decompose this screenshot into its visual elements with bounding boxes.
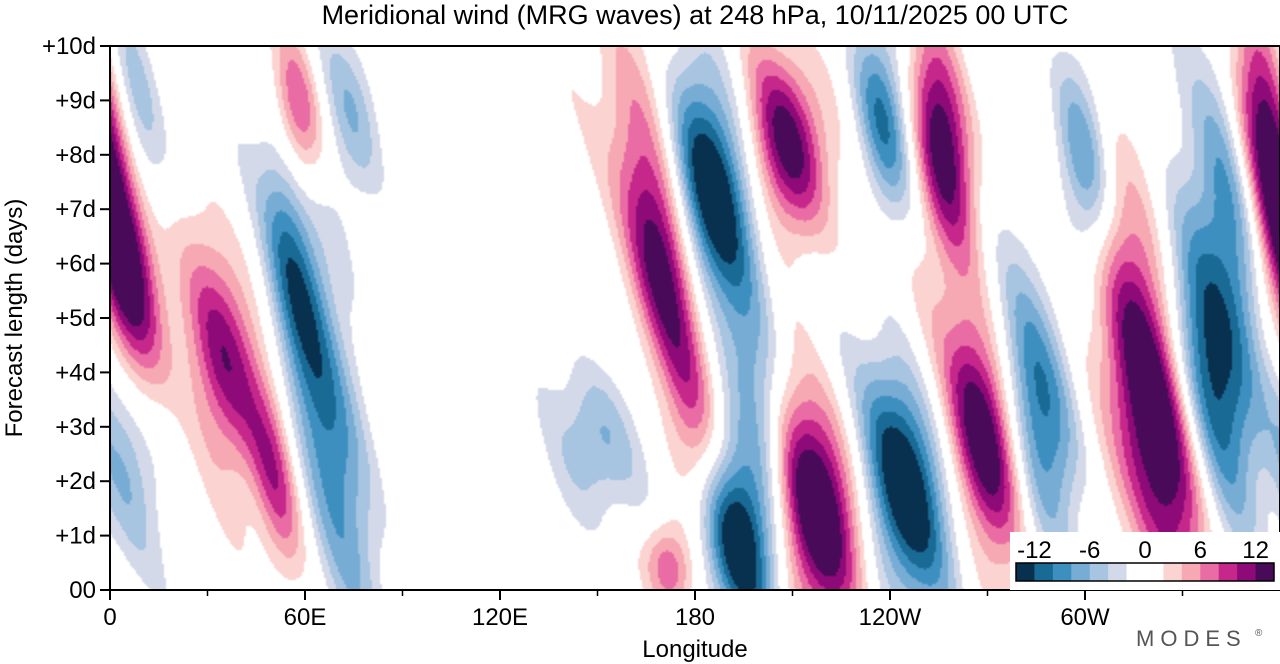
colorbar-swatch: [1218, 563, 1238, 581]
x-axis: 0 60E 120E 180 120W 60W: [103, 590, 1184, 631]
y-tick-label: +6d: [55, 251, 96, 278]
colorbar-swatch: [1071, 563, 1091, 581]
colorbar-swatch: [1255, 563, 1275, 581]
x-tick-label: 120W: [859, 604, 922, 631]
y-axis-label: Forecast length (days): [1, 199, 28, 438]
y-tick-label: +1d: [55, 523, 96, 550]
x-tick-label: 180: [675, 604, 715, 631]
colorbar-swatch: [1052, 563, 1072, 581]
colorbar-swatch: [1126, 563, 1146, 581]
chart-title: Meridional wind (MRG waves) at 248 hPa, …: [322, 0, 1069, 30]
colorbar-label: -6: [1079, 537, 1100, 564]
colorbar-frame: [1015, 562, 1275, 582]
y-tick-label: +4d: [55, 359, 96, 386]
modes-watermark: MODES: [1136, 626, 1247, 651]
plot-area: [110, 46, 1280, 590]
y-tick-label: +9d: [55, 87, 96, 114]
colorbar-legend: -12 -6 0 6 12: [1010, 532, 1280, 590]
y-tick-label: +10d: [42, 33, 96, 60]
colorbar-swatch: [1237, 563, 1257, 581]
colorbar-swatch: [1181, 563, 1201, 581]
colorbar-swatch: [1145, 563, 1164, 581]
y-tick-label: 00: [69, 577, 96, 604]
x-tick-label: 0: [103, 604, 116, 631]
y-tick-label: +3d: [55, 414, 96, 441]
colorbar-swatch: [1163, 563, 1183, 581]
registered-mark: ®: [1255, 628, 1263, 639]
colorbar-label: 12: [1242, 537, 1269, 564]
y-tick-label: +7d: [55, 196, 96, 223]
colorbar-label: 6: [1194, 537, 1207, 564]
heatmap-field: [110, 46, 1280, 590]
colorbar-swatch: [1108, 563, 1128, 581]
y-tick-label: +2d: [55, 468, 96, 495]
y-tick-label: +8d: [55, 142, 96, 169]
colorbar-swatch: [1034, 563, 1054, 581]
y-tick-label: +5d: [55, 305, 96, 332]
colorbar-swatch: [1016, 563, 1035, 581]
x-axis-label: Longitude: [642, 636, 747, 663]
colorbar-label: -12: [1017, 537, 1052, 564]
colorbar-swatch: [1200, 563, 1220, 581]
colorbar-swatch: [1089, 563, 1109, 581]
colorbar-label: 0: [1138, 537, 1151, 564]
x-tick-label: 60E: [284, 604, 327, 631]
y-axis: 00 +1d +2d +3d +4d +5d +6d +7d +8d +9d +10d: [42, 33, 110, 604]
x-tick-label: 120E: [472, 604, 528, 631]
x-tick-label: 60W: [1060, 604, 1110, 631]
